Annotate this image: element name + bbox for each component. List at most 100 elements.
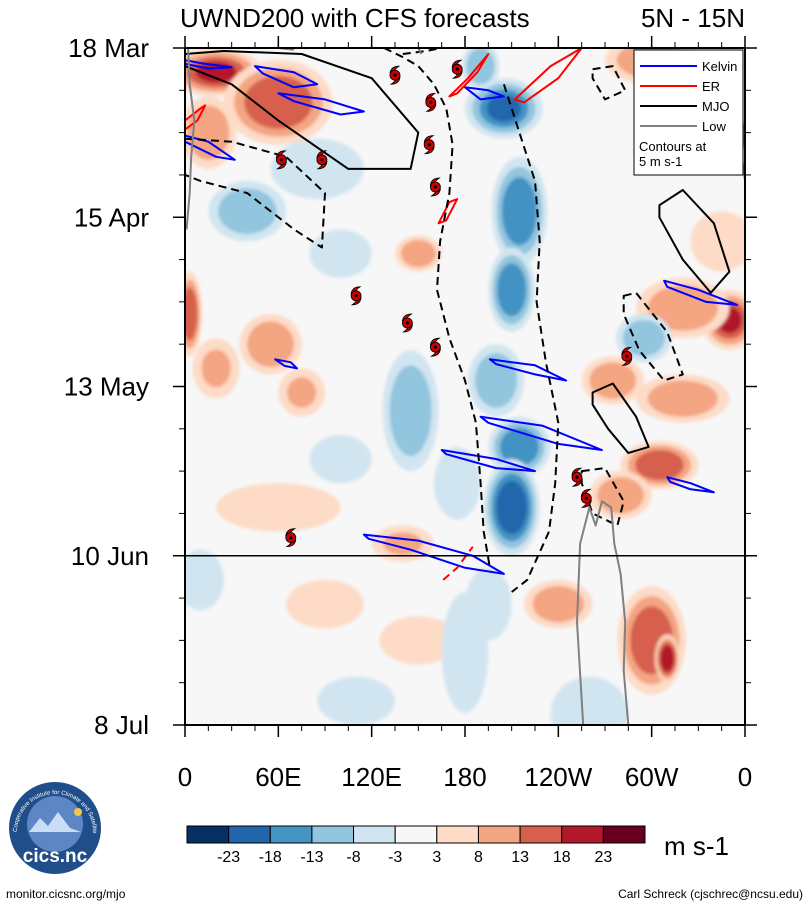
mjo-contour-21 <box>622 291 684 382</box>
colorbar-swatch <box>186 825 230 844</box>
cyclone-eye-icon <box>354 294 358 298</box>
mjo-contour-17 <box>185 50 420 170</box>
anomaly-region-28 <box>620 440 699 490</box>
anomaly-region-1 <box>223 60 333 145</box>
colorbar-swatch <box>394 825 438 844</box>
cics-logo-ring-text: Cooperative Institute for Climate and Sa… <box>0 0 97 834</box>
mjo-contour-23 <box>591 65 627 101</box>
colorbar-tick-label: -8 <box>346 849 360 866</box>
cyclone-eye-icon <box>289 536 293 540</box>
x-tick-label: 120W <box>524 762 592 792</box>
x-axis: 0 60E 120E 180 120W 60W 0 <box>178 36 752 792</box>
y-tick-label: 18 Mar <box>68 33 149 63</box>
anomaly-band <box>254 329 287 360</box>
anomaly-band <box>659 386 707 411</box>
anomaly-region-17 <box>488 416 551 478</box>
er-contour-13 <box>448 53 490 98</box>
anomaly-band <box>486 95 521 122</box>
anomaly-region-11 <box>382 350 439 472</box>
anomaly-band <box>194 114 223 151</box>
colorbar-swatch <box>269 825 313 844</box>
anomaly-band <box>239 492 318 523</box>
kelvin-contour-2 <box>277 92 365 116</box>
cics-logo-name: cics.nc <box>23 846 88 867</box>
tropical-cyclone-icon <box>429 337 441 357</box>
cyclone-eye-icon <box>575 475 579 479</box>
y-tick-label: 15 Apr <box>74 202 150 232</box>
kelvin-contour-5 <box>663 279 739 306</box>
anomaly-band <box>541 592 576 617</box>
x-tick-label: 180 <box>443 762 486 792</box>
anomaly-region-2 <box>185 96 237 169</box>
source-url[interactable]: monitor.cicsnc.org/mjo <box>6 887 126 901</box>
cyclone-eye-icon <box>584 496 588 500</box>
anomaly-region-27 <box>636 374 730 423</box>
anomaly-band <box>659 292 707 324</box>
kelvin-contour-9 <box>440 449 536 473</box>
anomaly-region-39 <box>550 676 629 725</box>
chart-latitude-band: 5N - 15N <box>641 3 745 33</box>
anomaly-band <box>505 433 534 461</box>
anomaly-region-35 <box>216 483 341 532</box>
er-contour-12 <box>185 104 207 131</box>
y-tick-label: 10 Jun <box>71 541 149 571</box>
anomaly-region-33 <box>379 616 458 665</box>
legend-note-line2: 5 m s-1 <box>639 154 682 169</box>
anomaly-band <box>300 588 350 620</box>
kelvin-contour-7 <box>488 358 568 382</box>
colorbar-tick-label: -13 <box>300 849 323 866</box>
legend-note-line1: Contours at <box>639 139 707 154</box>
anomaly-band <box>500 488 523 527</box>
anomaly-region-10 <box>395 235 442 272</box>
colorbar-tick-label: 3 <box>432 849 441 866</box>
anomaly-region-30 <box>617 585 686 695</box>
anomaly-band <box>565 690 614 725</box>
er-contour-16 <box>442 546 474 581</box>
chart-title: UWND200 with CFS forecasts <box>180 3 530 33</box>
anomaly-region-5 <box>309 229 372 278</box>
anomaly-region-26 <box>581 356 644 405</box>
cics-logo-mountains <box>29 812 81 832</box>
cyclone-eye-icon <box>279 158 283 162</box>
anomaly-region-16 <box>468 344 525 417</box>
kelvin-contour-0 <box>185 59 233 70</box>
kelvin-contour-1 <box>254 65 319 89</box>
anomaly-band <box>501 271 522 309</box>
anomaly-region-8 <box>192 338 240 399</box>
anomaly-band <box>482 362 511 399</box>
mjo-contour-22 <box>580 467 625 527</box>
kelvin-contour-4 <box>464 86 505 101</box>
cyclone-eye-icon <box>433 185 437 189</box>
anomaly-region-18 <box>483 459 540 556</box>
tropical-cyclone-icon <box>425 92 437 112</box>
tropical-cyclone-icon <box>389 65 401 85</box>
anomaly-region-14 <box>491 156 548 266</box>
x-tick-label: 120E <box>341 762 402 792</box>
author-credit: Carl Schreck (cjschrec@ncsu.edu) <box>618 887 803 901</box>
anomaly-region-6 <box>185 271 203 357</box>
tropical-cyclone-icon <box>350 286 362 306</box>
anomaly-band <box>662 648 673 669</box>
x-tick-label: 60W <box>625 762 679 792</box>
cyclone-eye-icon <box>427 143 431 147</box>
anomaly-region-7 <box>239 313 302 375</box>
colorbar-tick-label: 23 <box>594 849 612 866</box>
tropical-cyclone-markers <box>275 59 633 548</box>
mjo-contour-20 <box>185 137 326 249</box>
anomaly-band <box>185 561 216 599</box>
colorbar-tick-label: -23 <box>217 849 240 866</box>
anomaly-region-34 <box>286 579 364 629</box>
colorbar-swatch <box>477 825 521 844</box>
colorbar-tick-label: -18 <box>259 849 282 866</box>
mjo-contour-25 <box>383 48 491 568</box>
cyclone-eye-icon <box>320 158 324 162</box>
cyclone-eye-icon <box>625 354 629 358</box>
colorbar-swatch <box>311 825 355 844</box>
kelvin-contour-11 <box>362 533 505 575</box>
anomaly-band <box>287 377 317 408</box>
tropical-cyclone-icon <box>621 346 633 366</box>
tropical-cyclone-icon <box>316 150 328 170</box>
er-contour-14 <box>513 48 583 104</box>
cyclone-eye-icon <box>393 73 397 77</box>
